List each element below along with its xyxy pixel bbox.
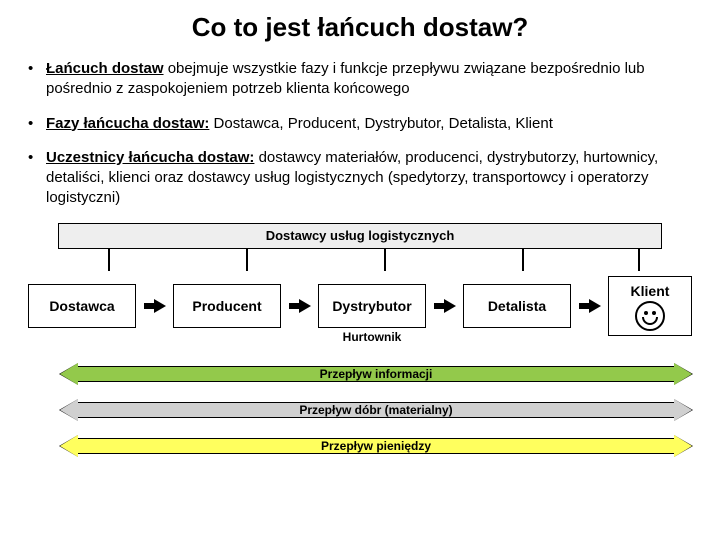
bullet-heading: Łańcuch dostaw [46, 60, 164, 77]
bullet-item: • Łańcuch dostaw obejmuje wszystkie fazy… [28, 59, 692, 100]
node-sublabel: Hurtownik [319, 330, 425, 344]
bullet-dot: • [28, 59, 46, 100]
node-detalista: Detalista [463, 284, 571, 328]
chain-row: Dostawca Producent Dystrybutor Hurtownik… [28, 277, 692, 335]
bullet-item: • Fazy łańcucha dostaw: Dostawca, Produc… [28, 114, 692, 134]
node-dystrybutor: Dystrybutor Hurtownik [318, 284, 426, 328]
node-dostawca: Dostawca [28, 284, 136, 328]
bullet-heading: Fazy łańcucha dostaw: [46, 115, 209, 132]
bullet-list: • Łańcuch dostaw obejmuje wszystkie fazy… [28, 59, 692, 209]
node-klient: Klient [608, 276, 692, 336]
flow-money: Przepływ pieniędzy [60, 435, 692, 457]
bullet-dot: • [28, 148, 46, 209]
arrow-icon [579, 299, 601, 313]
flow-information: Przepływ informacji [60, 363, 692, 385]
arrow-icon [434, 299, 456, 313]
connector-line [246, 249, 248, 271]
connector-line [108, 249, 110, 271]
arrow-icon [289, 299, 311, 313]
smiley-icon [635, 301, 665, 331]
page-title: Co to jest łańcuch dostaw? [28, 12, 692, 43]
connector-line [522, 249, 524, 271]
node-label: Klient [631, 283, 670, 299]
bullet-text: Uczestnicy łańcucha dostaw: dostawcy mat… [46, 148, 692, 209]
bullet-dot: • [28, 114, 46, 134]
bullet-item: • Uczestnicy łańcucha dostaw: dostawcy m… [28, 148, 692, 209]
node-producent: Producent [173, 284, 281, 328]
arrow-icon [144, 299, 166, 313]
bullet-text: Fazy łańcucha dostaw: Dostawca, Producen… [46, 114, 692, 134]
node-label: Dystrybutor [332, 298, 411, 314]
logistics-band: Dostawcy usług logistycznych [58, 223, 662, 249]
connector-line [384, 249, 386, 271]
supply-chain-diagram: Dostawcy usług logistycznych Dostawca Pr… [28, 223, 692, 493]
bullet-text: Łańcuch dostaw obejmuje wszystkie fazy i… [46, 59, 692, 100]
bullet-rest: Dostawca, Producent, Dystrybutor, Detali… [209, 115, 552, 132]
flow-goods: Przepływ dóbr (materialny) [60, 399, 692, 421]
flow-label: Przepływ informacji [78, 366, 674, 382]
bullet-heading: Uczestnicy łańcucha dostaw: [46, 149, 254, 166]
flow-label: Przepływ pieniędzy [78, 438, 674, 454]
connector-line [638, 249, 640, 271]
flow-label: Przepływ dóbr (materialny) [78, 402, 674, 418]
